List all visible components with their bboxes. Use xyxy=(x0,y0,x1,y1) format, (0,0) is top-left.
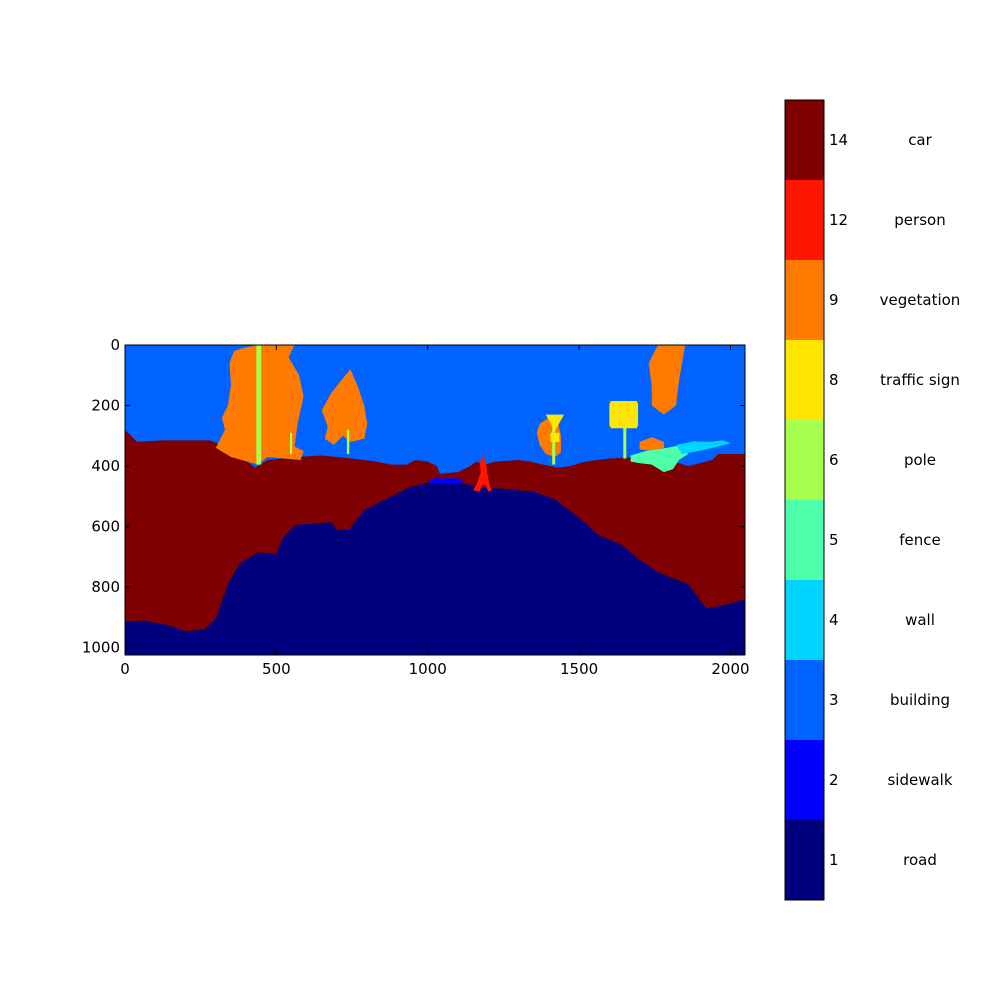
colorbar-class-label: fence xyxy=(899,531,941,549)
colorbar-segment xyxy=(785,180,824,260)
colorbar-class-label: sidewalk xyxy=(887,771,952,789)
x-tick-label: 1000 xyxy=(409,660,447,678)
colorbar-segment xyxy=(785,660,824,740)
colorbar-value-label: 12 xyxy=(829,211,848,229)
colorbar-segment xyxy=(785,100,824,180)
region-person xyxy=(473,455,492,492)
colorbar-value-label: 6 xyxy=(829,451,839,469)
colorbar-segment xyxy=(785,420,824,500)
y-tick-label: 0 xyxy=(110,336,120,354)
colorbar-class-label: road xyxy=(903,851,937,869)
region-traffic-sign xyxy=(545,414,564,432)
y-tick-label: 200 xyxy=(91,397,120,415)
colorbar-value-label: 4 xyxy=(829,611,839,629)
colorbar-value-label: 8 xyxy=(829,371,839,389)
y-tick-label: 400 xyxy=(91,457,120,475)
image-axes-frame xyxy=(124,344,746,656)
colorbar-frame xyxy=(784,99,825,901)
region-pole xyxy=(256,345,262,465)
colorbar-segment xyxy=(785,260,824,340)
colorbar-value-label: 2 xyxy=(829,771,839,789)
colorbar-class-label: vegetation xyxy=(880,291,961,309)
region-pole xyxy=(346,429,350,454)
region-sidewalk xyxy=(427,478,465,484)
colorbar-class-label: wall xyxy=(905,611,935,629)
colorbar-class-label: pole xyxy=(904,451,936,469)
colorbar-class-label: person xyxy=(894,211,945,229)
colorbar-segment xyxy=(785,580,824,660)
region-pole xyxy=(623,423,627,459)
segmentation-image xyxy=(125,345,745,655)
colorbar-value-label: 3 xyxy=(829,691,839,709)
region-vegetation xyxy=(639,437,664,451)
colorbar-class-label: traffic sign xyxy=(880,371,960,389)
x-tick-label: 2000 xyxy=(711,660,749,678)
region-pole xyxy=(290,432,293,454)
colorbar-segment xyxy=(785,740,824,820)
region-fence xyxy=(630,444,689,473)
x-axis: 0 500 1000 1500 2000 xyxy=(120,345,750,678)
x-tick-label: 0 xyxy=(120,660,130,678)
y-axis: 0 200 400 600 800 1000 xyxy=(82,336,745,657)
region-wall xyxy=(676,440,731,454)
y-tick-label: 600 xyxy=(91,518,120,536)
region-vegetation xyxy=(321,369,368,445)
colorbar-value-label: 5 xyxy=(829,531,839,549)
colorbar: 1 road 2 sidewalk 3 building 4 wall 5 fence 6 pole 8… xyxy=(785,100,960,900)
colorbar-value-label: 1 xyxy=(829,851,839,869)
region-traffic-sign xyxy=(550,432,560,442)
colorbar-value-label: 9 xyxy=(829,291,839,309)
colorbar-class-label: building xyxy=(890,691,950,709)
colorbar-value-label: 14 xyxy=(829,131,848,149)
x-tick-label: 1500 xyxy=(560,660,598,678)
colorbar-class-label: car xyxy=(908,131,932,149)
y-tick-label: 1000 xyxy=(82,639,120,657)
colorbar-segment xyxy=(785,500,824,580)
x-tick-label: 500 xyxy=(262,660,291,678)
region-traffic-sign xyxy=(609,401,639,429)
y-tick-label: 800 xyxy=(91,578,120,596)
region-road xyxy=(125,481,745,655)
colorbar-segment xyxy=(785,820,824,900)
region-vegetation xyxy=(648,345,686,415)
colorbar-segment xyxy=(785,340,824,420)
